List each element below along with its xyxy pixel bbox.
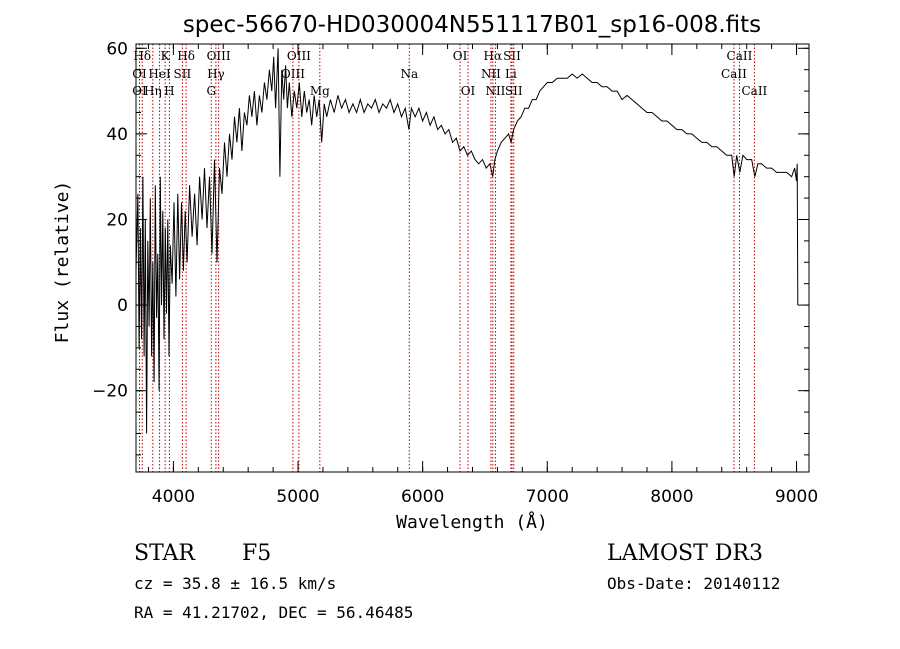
line-label: Na bbox=[400, 67, 418, 81]
survey-name: LAMOST DR3 bbox=[607, 541, 763, 566]
line-label: H bbox=[164, 84, 174, 98]
y-tick-label: −20 bbox=[92, 382, 128, 402]
line-label: CaII bbox=[721, 67, 747, 81]
line-label: Hα bbox=[484, 49, 503, 63]
line-label: OI bbox=[461, 84, 476, 98]
line-label: OIII bbox=[281, 67, 305, 81]
x-tick-label: 8000 bbox=[650, 487, 693, 507]
line-label: Hδ bbox=[177, 49, 195, 63]
redshift-cz: cz = 35.8 ± 16.5 km/s bbox=[134, 574, 336, 593]
spectrum-series bbox=[135, 48, 799, 434]
line-label: NII bbox=[485, 84, 505, 98]
x-tick-label: 4000 bbox=[152, 487, 195, 507]
x-tick-label: 5000 bbox=[276, 487, 319, 507]
line-label: OIII bbox=[287, 49, 311, 63]
x-tick-label: 6000 bbox=[401, 487, 444, 507]
x-tick-label: 9000 bbox=[775, 487, 818, 507]
spectrum-line bbox=[135, 48, 799, 434]
coordinates: RA = 41.21702, DEC = 56.46485 bbox=[134, 603, 413, 622]
y-axis-label: Flux (relative) bbox=[52, 181, 73, 344]
line-label: OIII bbox=[207, 49, 231, 63]
x-axis-label: Wavelength (Å) bbox=[396, 511, 548, 533]
line-label: Hη bbox=[144, 84, 162, 98]
object-class: STAR bbox=[134, 541, 196, 566]
object-subclass: F5 bbox=[242, 541, 271, 566]
line-label: CaII bbox=[727, 49, 753, 63]
plot-frame bbox=[135, 43, 810, 473]
line-label: CaII bbox=[741, 84, 767, 98]
line-label: NII bbox=[481, 67, 501, 81]
spectral-line-markers: HδOIOIKHeIHηHδSIIHOIIIHγGOIIIOIIIMgNaOIO… bbox=[132, 44, 768, 472]
y-tick-label: 20 bbox=[106, 210, 128, 230]
line-label: K bbox=[161, 49, 171, 63]
line-label: HeI bbox=[148, 67, 171, 81]
line-label: SII bbox=[503, 49, 521, 63]
y-tick-label: 60 bbox=[106, 39, 128, 59]
y-tick-label: 40 bbox=[106, 125, 128, 145]
line-label: OI bbox=[453, 49, 468, 63]
chart-title: spec-56670-HD030004N551117B01_sp16-008.f… bbox=[183, 12, 761, 38]
line-label: Hδ bbox=[133, 49, 151, 63]
y-tick-label: 0 bbox=[117, 296, 128, 316]
observation-date: Obs-Date: 20140112 bbox=[607, 574, 780, 593]
line-label: SII bbox=[174, 67, 192, 81]
line-label: Li bbox=[505, 67, 517, 81]
line-label: Hγ bbox=[207, 67, 225, 81]
line-label: SII bbox=[505, 84, 523, 98]
line-label: Mg bbox=[310, 84, 330, 98]
axes: 4000 5000 6000 7000 8000 9000 −20 0 20 40 60 bbox=[92, 39, 818, 507]
line-label: G bbox=[206, 84, 216, 98]
x-tick-label: 7000 bbox=[526, 487, 569, 507]
